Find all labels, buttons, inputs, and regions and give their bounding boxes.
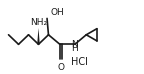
Text: NH₂: NH₂ — [30, 18, 47, 27]
Text: O: O — [58, 63, 65, 72]
Text: N: N — [71, 40, 78, 49]
Text: H: H — [71, 44, 78, 53]
Text: OH: OH — [51, 8, 64, 17]
Polygon shape — [37, 28, 40, 44]
Text: HCl: HCl — [71, 57, 88, 67]
